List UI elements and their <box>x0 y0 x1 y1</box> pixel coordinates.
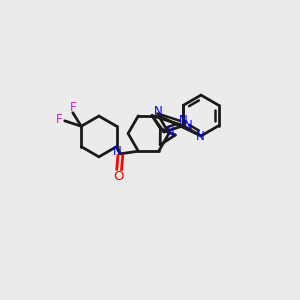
Text: N: N <box>166 125 175 139</box>
Text: F: F <box>70 101 76 114</box>
Text: N: N <box>154 104 163 118</box>
Text: O: O <box>114 170 124 183</box>
Text: N: N <box>113 145 122 158</box>
Text: N: N <box>196 130 205 143</box>
Text: F: F <box>56 113 63 126</box>
Text: N: N <box>184 119 193 132</box>
Text: N: N <box>179 114 188 127</box>
